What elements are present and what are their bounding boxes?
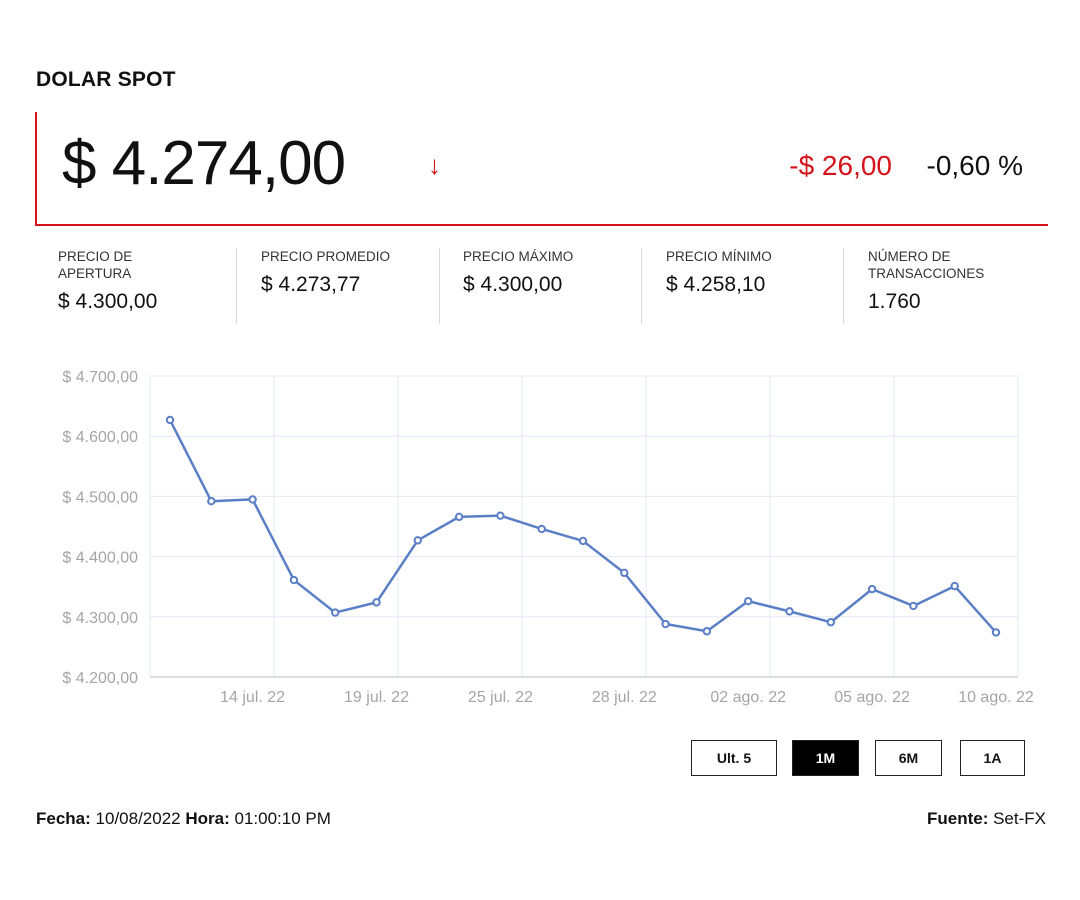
x-tick-label: 02 ago. 22 <box>710 689 786 706</box>
x-tick-label: 28 jul. 22 <box>592 689 657 706</box>
hora-value: 01:00:10 PM <box>234 809 331 828</box>
stat-value: $ 4.300,00 <box>463 273 563 296</box>
range-button-ult5[interactable]: Ult. 5 <box>691 740 777 776</box>
x-tick-label: 05 ago. 22 <box>834 689 910 706</box>
data-point <box>702 627 712 636</box>
footer-source: Fuente: Set-FX <box>927 809 1046 829</box>
x-tick-label: 25 jul. 22 <box>468 689 533 706</box>
stat-label: PRECIO DE APERTURA <box>58 249 133 281</box>
data-point <box>867 584 877 594</box>
data-point <box>454 512 464 522</box>
price-change-percent: -0,60 % <box>926 150 1024 181</box>
stat-average: PRECIO PROMEDIO $ 4.273,77 <box>261 248 451 324</box>
y-tick-label: $ 4.700,00 <box>62 369 138 386</box>
data-point <box>744 596 753 606</box>
price-change: -$ 26,00 <box>789 150 892 181</box>
range-button-1m[interactable]: 1M <box>792 740 859 776</box>
data-point <box>413 536 422 545</box>
stat-label: PRECIO MÁXIMO <box>463 249 574 264</box>
data-point <box>909 601 918 611</box>
stat-transactions: NÚMERO DE TRANSACCIONES 1.760 <box>868 248 1058 324</box>
data-point <box>289 575 299 585</box>
data-point <box>991 628 1001 637</box>
y-tick-label: $ 4.300,00 <box>62 610 138 627</box>
range-button-1a[interactable]: 1A <box>960 740 1025 776</box>
y-tick-label: $ 4.200,00 <box>62 670 138 687</box>
fuente-value: Set-FX <box>993 809 1046 828</box>
data-point <box>372 598 381 607</box>
stat-label: PRECIO MÍNIMO <box>666 249 772 264</box>
stat-label: NÚMERO DE TRANSACCIONES <box>868 249 985 281</box>
x-tick-label: 19 jul. 22 <box>344 689 409 706</box>
stat-min: PRECIO MÍNIMO $ 4.258,10 <box>666 248 856 324</box>
y-tick-label: $ 4.600,00 <box>62 429 138 446</box>
arrow-down-icon: ↓ <box>428 150 441 180</box>
data-point <box>331 608 340 617</box>
data-point <box>620 568 629 578</box>
data-point <box>248 495 257 504</box>
data-point <box>950 581 959 591</box>
footer-timestamp: Fecha: 10/08/2022 Hora: 01:00:10 PM <box>36 809 331 829</box>
data-point <box>826 618 835 627</box>
divider <box>236 248 237 324</box>
stat-value: $ 4.300,00 <box>58 290 158 313</box>
y-tick-label: $ 4.500,00 <box>62 489 138 506</box>
divider <box>843 248 844 324</box>
data-point <box>537 524 546 534</box>
data-point <box>165 415 175 425</box>
data-point <box>207 497 216 506</box>
data-point <box>785 607 794 616</box>
current-price: $ 4.274,00 <box>62 129 346 198</box>
data-point <box>496 511 505 520</box>
stat-value: $ 4.258,10 <box>666 273 766 296</box>
stat-value: 1.760 <box>868 290 921 313</box>
stat-label: PRECIO PROMEDIO <box>261 249 391 264</box>
hora-label: Hora: <box>185 809 230 828</box>
x-tick-label: 14 jul. 22 <box>220 689 285 706</box>
page-title: DOLAR SPOT <box>36 68 176 91</box>
divider <box>641 248 642 324</box>
x-tick-label: 10 ago. 22 <box>958 689 1034 706</box>
data-point <box>578 536 588 546</box>
price-box <box>35 112 1048 226</box>
y-tick-label: $ 4.400,00 <box>62 550 138 567</box>
fuente-label: Fuente: <box>926 809 989 828</box>
series-line <box>168 419 997 634</box>
stat-opening: PRECIO DE APERTURA $ 4.300,00 <box>58 248 248 324</box>
fecha-label: Fecha: <box>36 809 91 828</box>
data-point <box>661 619 670 629</box>
divider <box>439 248 440 324</box>
stat-value: $ 4.273,77 <box>261 273 361 296</box>
fecha-value: 10/08/2022 <box>95 809 181 828</box>
stat-max: PRECIO MÁXIMO $ 4.300,00 <box>463 248 653 324</box>
range-button-6m[interactable]: 6M <box>875 740 942 776</box>
price-line-chart: $ 4.700,00 $ 4.600,00 $ 4.500,00 $ 4.400,00… <box>62 369 1034 706</box>
